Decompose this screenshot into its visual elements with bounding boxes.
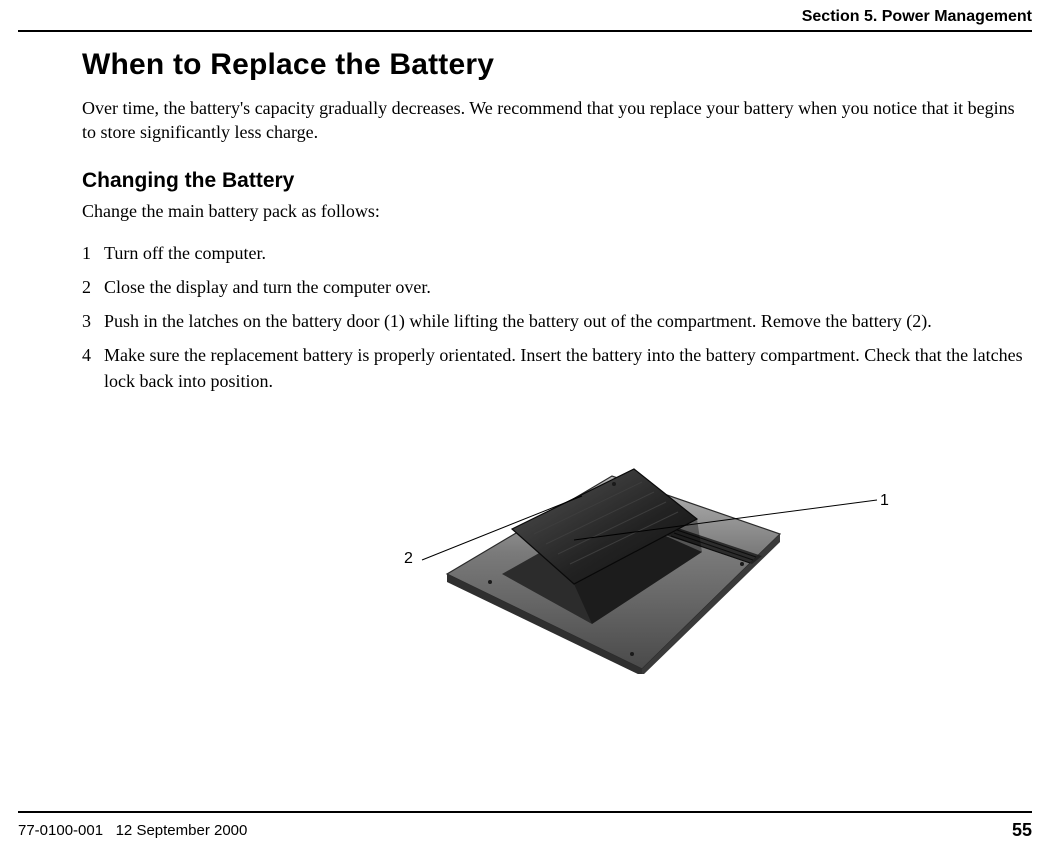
callout-label-1: 1 (880, 492, 889, 510)
footer-left: 77-0100-001 12 September 2000 (18, 822, 247, 839)
step-text: Make sure the replacement battery is pro… (104, 342, 1032, 394)
document-page: Section 5. Power Management When to Repl… (0, 0, 1050, 855)
step-text: Close the display and turn the computer … (104, 274, 1032, 300)
content-area: When to Replace the Battery Over time, t… (82, 40, 1032, 724)
step-number: 3 (82, 308, 104, 334)
lead-sentence: Change the main battery pack as follows: (82, 201, 1032, 222)
step-item: 4 Make sure the replacement battery is p… (82, 342, 1032, 394)
figure-area: 1 2 (82, 434, 1032, 724)
step-number: 4 (82, 342, 104, 394)
page-number: 55 (1012, 820, 1032, 841)
step-number: 2 (82, 274, 104, 300)
callout-label-2: 2 (404, 550, 413, 568)
doc-date: 12 September 2000 (116, 822, 248, 839)
doc-id: 77-0100-001 (18, 822, 103, 839)
intro-paragraph: Over time, the battery's capacity gradua… (82, 96, 1032, 145)
bottom-rule (18, 811, 1032, 813)
battery-illustration (442, 464, 782, 674)
step-text: Turn off the computer. (104, 240, 1032, 266)
step-item: 3 Push in the latches on the battery doo… (82, 308, 1032, 334)
step-text: Push in the latches on the battery door … (104, 308, 1032, 334)
step-number: 1 (82, 240, 104, 266)
top-rule (18, 30, 1032, 32)
step-item: 2 Close the display and turn the compute… (82, 274, 1032, 300)
page-title: When to Replace the Battery (82, 48, 1032, 82)
step-item: 1 Turn off the computer. (82, 240, 1032, 266)
steps-list: 1 Turn off the computer. 2 Close the dis… (82, 240, 1032, 394)
section-header: Section 5. Power Management (802, 8, 1032, 26)
section-subtitle: Changing the Battery (82, 169, 1032, 193)
